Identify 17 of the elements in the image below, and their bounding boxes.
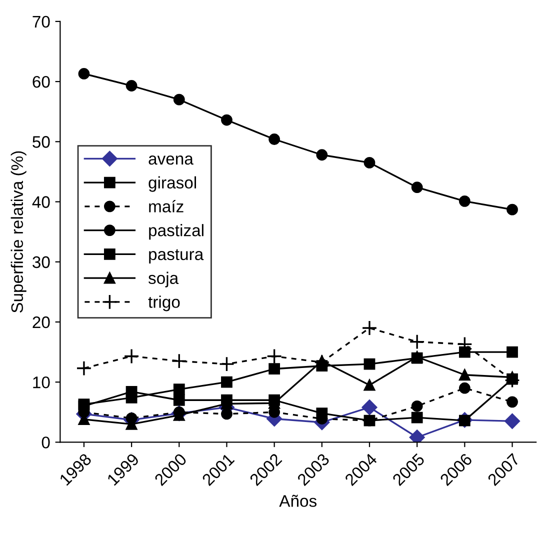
y-tick-label: 0 [42, 436, 50, 448]
legend-label: pastura [149, 249, 204, 264]
y-tick-label: 70 [32, 16, 50, 28]
y-tick-label: 30 [32, 256, 50, 268]
y-axis-title: Superficie relativa (%) [10, 151, 26, 313]
y-tick-label: 20 [32, 316, 50, 328]
legend-label: soja [148, 272, 179, 288]
legend-label: maíz [149, 200, 184, 212]
legend-label: girasol [148, 176, 196, 192]
legend-label: avena [148, 156, 194, 165]
y-tick-label: 40 [32, 196, 50, 208]
y-tick-label: 10 [33, 376, 50, 388]
y-tick-label: 50 [32, 136, 50, 148]
legend-label: trigo [148, 296, 180, 312]
x-axis-title: Años [279, 494, 317, 507]
y-tick-label: 60 [32, 76, 50, 88]
legend-label: pastizal [149, 224, 204, 240]
